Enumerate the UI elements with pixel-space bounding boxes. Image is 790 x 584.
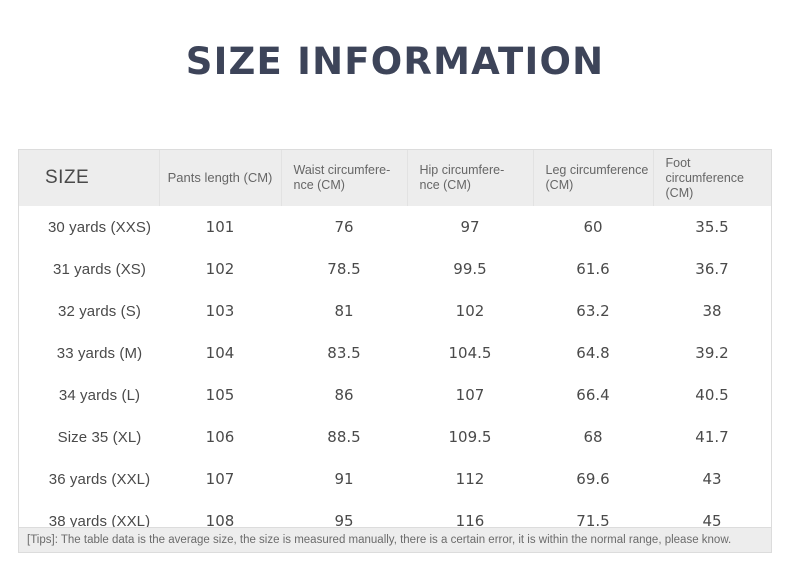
waist-header-line2: nce (CM) [293,178,345,193]
cell-waist: 91 [281,458,407,501]
cell-leg: 61.6 [533,248,653,291]
tips-text: [Tips]: The table data is the average si… [27,534,732,546]
cell-foot: 43 [653,458,771,501]
table-row: Size 35 (XL) 106 88.5 109.5 68 41.7 [19,416,771,459]
size-table: SIZE Pants length (CM) Waist circumfere-… [19,150,771,543]
table-body: 30 yards (XXS) 101 76 97 60 35.5 31 yard… [19,206,771,543]
table-row: 36 yards (XXL) 107 91 112 69.6 43 [19,458,771,501]
cell-size: Size 35 (XL) [19,416,159,459]
cell-foot: 39.2 [653,332,771,375]
cell-hip: 112 [407,458,533,501]
cell-pants-length: 102 [159,248,281,291]
table-row: 34 yards (L) 105 86 107 66.4 40.5 [19,374,771,417]
cell-size: 30 yards (XXS) [19,206,159,249]
cell-pants-length: 103 [159,290,281,333]
cell-leg: 69.6 [533,458,653,501]
cell-foot: 40.5 [653,374,771,417]
table-row: 33 yards (M) 104 83.5 104.5 64.8 39.2 [19,332,771,375]
hip-header-line1: Hip circumfere- [419,163,505,178]
cell-waist: 81 [281,290,407,333]
cell-hip: 109.5 [407,416,533,459]
foot-header-line1: Foot circumference [665,156,745,185]
table-header-row: SIZE Pants length (CM) Waist circumfere-… [19,150,771,207]
cell-pants-length: 104 [159,332,281,375]
table-header: SIZE Pants length (CM) Waist circumfere-… [19,150,771,207]
column-header-foot-circumference: Foot circumference (CM) [653,150,771,206]
table-row: 30 yards (XXS) 101 76 97 60 35.5 [19,206,771,249]
foot-header-line2: (CM) [665,185,694,200]
cell-foot: 35.5 [653,206,771,249]
cell-pants-length: 106 [159,416,281,459]
cell-pants-length: 107 [159,458,281,501]
leg-header-line1: Leg circumference [545,163,649,178]
cell-foot: 41.7 [653,416,771,459]
cell-foot: 36.7 [653,248,771,291]
hip-header-line2: nce (CM) [419,178,471,193]
cell-waist: 88.5 [281,416,407,459]
cell-size: 32 yards (S) [19,290,159,333]
cell-leg: 66.4 [533,374,653,417]
cell-foot: 38 [653,290,771,333]
table-row: 32 yards (S) 103 81 102 63.2 38 [19,290,771,333]
cell-hip: 97 [407,206,533,249]
table-row: 31 yards (XS) 102 78.5 99.5 61.6 36.7 [19,248,771,291]
column-header-pants-length: Pants length (CM) [159,150,282,207]
tips-bar: [Tips]: The table data is the average si… [18,527,772,553]
cell-leg: 63.2 [533,290,653,333]
cell-waist: 83.5 [281,332,407,375]
size-table-container: SIZE Pants length (CM) Waist circumfere-… [18,149,772,544]
cell-leg: 64.8 [533,332,653,375]
cell-size: 36 yards (XXL) [19,458,159,501]
cell-size: 31 yards (XS) [19,248,159,291]
column-header-size: SIZE [19,150,160,207]
cell-waist: 76 [281,206,407,249]
cell-waist: 78.5 [281,248,407,291]
waist-header-line1: Waist circumfere- [293,163,391,178]
column-header-leg-circumference: Leg circumference (CM) [533,150,654,207]
cell-hip: 102 [407,290,533,333]
column-header-waist-circumference: Waist circumfere- nce (CM) [281,150,408,207]
cell-leg: 60 [533,206,653,249]
cell-size: 33 yards (M) [19,332,159,375]
cell-leg: 68 [533,416,653,459]
cell-hip: 107 [407,374,533,417]
cell-hip: 104.5 [407,332,533,375]
leg-header-line2: (CM) [545,178,574,193]
cell-waist: 86 [281,374,407,417]
cell-hip: 99.5 [407,248,533,291]
page-title: SIZE INFORMATION [185,40,605,83]
cell-size: 34 yards (L) [19,374,159,417]
column-header-hip-circumference: Hip circumfere- nce (CM) [407,150,534,207]
cell-pants-length: 105 [159,374,281,417]
cell-pants-length: 101 [159,206,281,249]
